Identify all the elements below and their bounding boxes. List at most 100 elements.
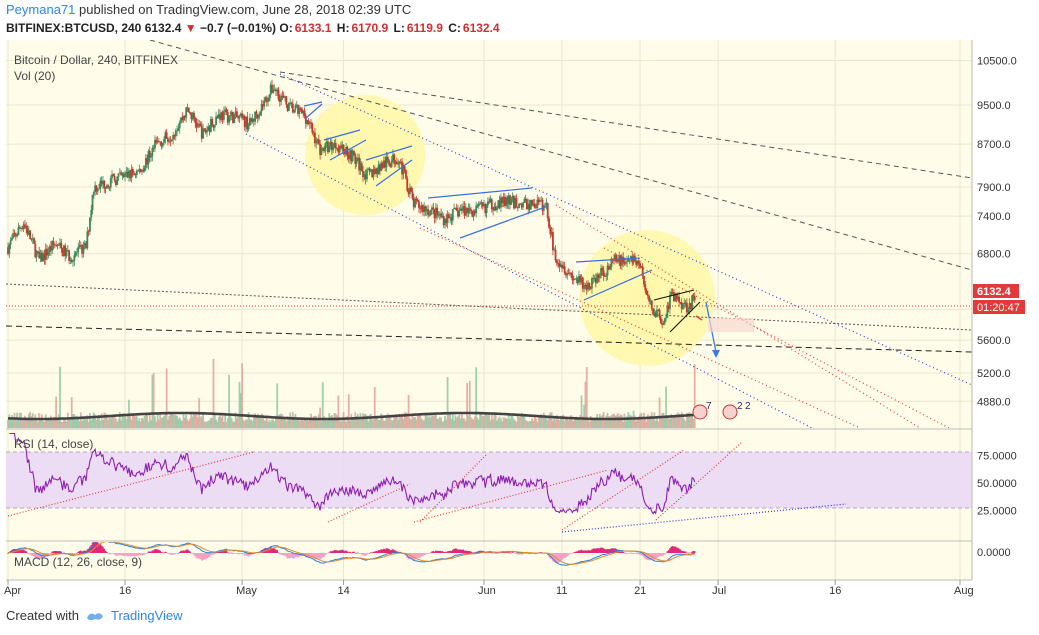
volume-bar — [568, 416, 571, 428]
volume-bar — [63, 419, 65, 428]
candle-body — [441, 216, 444, 218]
volume-bar — [252, 414, 255, 428]
highlight-circle-june — [579, 230, 715, 366]
volume-bar — [238, 381, 241, 428]
volume-bar — [561, 416, 563, 428]
volume-bar — [196, 417, 199, 428]
volume-bar — [30, 416, 33, 428]
macd-hist-bar — [106, 551, 108, 553]
candle-body — [288, 102, 290, 111]
candle-body — [554, 249, 557, 261]
macd-hist-bar — [241, 553, 243, 555]
macd-pane[interactable] — [6, 542, 972, 579]
candle-body — [229, 115, 232, 117]
macd-hist-bar — [245, 553, 247, 556]
macd-hist-bar — [197, 553, 199, 559]
macd-hist-bar — [626, 553, 628, 554]
candle-body — [614, 254, 617, 261]
volume-bar — [70, 397, 73, 428]
volume-bar — [272, 419, 275, 428]
candle-body — [51, 241, 54, 251]
volume-bar — [398, 413, 401, 428]
macd-hist-bar — [122, 553, 125, 556]
us-flag-icon[interactable] — [692, 404, 708, 420]
author-link[interactable]: Peymana71 — [6, 2, 76, 17]
macd-hist-bar — [116, 553, 119, 556]
volume-bar — [493, 414, 496, 428]
macd-hist-bar — [284, 553, 286, 556]
candle-body — [640, 266, 643, 268]
volume-bar — [327, 419, 329, 428]
event-flags[interactable]: 7 2 2 — [692, 401, 751, 420]
candle-body — [418, 201, 420, 208]
macd-hist-bar — [276, 550, 279, 553]
volume-bar — [544, 417, 547, 428]
candle-body — [207, 126, 210, 131]
volume-bar — [390, 420, 393, 428]
macd-hist-bar — [282, 553, 285, 556]
candle-body — [645, 290, 648, 295]
volume-bar — [154, 416, 156, 428]
candle-body — [336, 148, 338, 149]
macd-hist-bar — [366, 553, 368, 555]
volume-bar — [514, 420, 517, 428]
macd-hist-bar — [239, 553, 242, 554]
candle-body — [69, 260, 72, 261]
volume-bar — [532, 420, 535, 428]
volume-bar — [146, 413, 149, 428]
macd-hist-bar — [57, 551, 60, 553]
macd-hist-bar — [103, 548, 106, 553]
volume-bar — [549, 412, 552, 428]
main-pane[interactable] — [6, 40, 972, 428]
macd-hist-bar — [345, 550, 347, 553]
candle-body — [598, 275, 601, 279]
candle-body — [77, 247, 80, 253]
macd-hist-bar — [610, 548, 613, 553]
volume-bar — [255, 415, 258, 428]
volume-bar — [47, 418, 50, 428]
rsi-trend-5 — [561, 449, 685, 531]
candle-body — [606, 265, 609, 276]
macd-hist-bar — [293, 553, 295, 559]
volume-bar — [33, 419, 35, 428]
candle-body — [514, 198, 517, 209]
volume-bar — [571, 420, 574, 428]
candle-body — [202, 128, 204, 139]
candle-body — [55, 244, 58, 246]
macd-hist-bar — [119, 553, 121, 555]
macd-hist-bar — [314, 553, 316, 560]
volume-bar — [275, 415, 277, 428]
candle-body — [507, 195, 510, 205]
candle-body — [99, 180, 102, 189]
macd-hist-bar — [630, 552, 632, 554]
candle-body — [431, 207, 433, 210]
candle-body — [323, 148, 325, 152]
macd-hist-bar — [467, 550, 470, 553]
volume-bar — [35, 419, 38, 428]
candle-body — [583, 285, 586, 289]
tradingview-brand-link[interactable]: TradingView — [110, 608, 183, 623]
volume-bar — [519, 416, 522, 428]
volume-bar — [415, 419, 418, 428]
candle-body — [485, 205, 488, 214]
macd-hist-bar — [173, 553, 176, 555]
candle-body — [18, 227, 21, 229]
volume-bar — [620, 415, 623, 428]
volume-bar — [321, 382, 324, 428]
volume-bar — [510, 413, 513, 428]
candle-body — [59, 242, 61, 246]
macd-hist-bar — [213, 553, 216, 555]
candle-body — [63, 245, 65, 257]
macd-hist-bar — [229, 553, 232, 554]
volume-bar — [623, 413, 626, 428]
macd-hist-bar — [171, 553, 173, 556]
volume-bar — [170, 412, 173, 428]
candle-body — [619, 255, 622, 266]
candle-body — [420, 205, 423, 210]
volume-bar — [639, 414, 641, 428]
us-flag-icon-2[interactable] — [722, 404, 738, 420]
candle-body — [212, 125, 215, 128]
candle-body — [510, 199, 513, 205]
macd-hist-bar — [342, 550, 345, 553]
